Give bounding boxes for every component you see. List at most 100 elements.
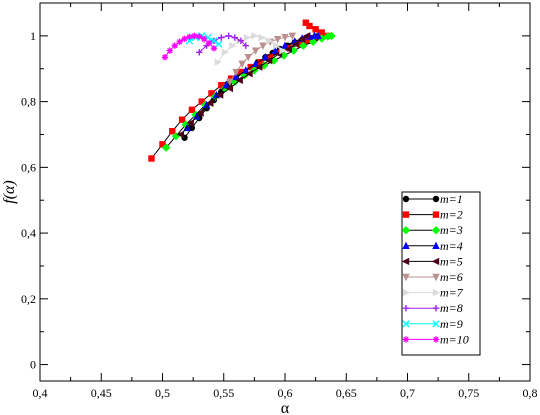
legend-marker bbox=[432, 195, 440, 203]
legend-marker bbox=[402, 211, 410, 218]
legend-marker bbox=[431, 257, 440, 266]
legend-label: m=2 bbox=[440, 208, 463, 222]
legend-marker bbox=[432, 336, 440, 343]
data-point bbox=[306, 22, 313, 30]
data-point bbox=[227, 75, 235, 82]
data-point bbox=[161, 54, 169, 61]
data-point bbox=[196, 109, 204, 117]
data-point bbox=[178, 116, 186, 123]
data-point bbox=[237, 37, 245, 44]
data-point bbox=[226, 78, 234, 87]
x-tick-label: 0,45 bbox=[91, 386, 112, 400]
legend-entry: m=4 bbox=[402, 239, 463, 253]
data-point bbox=[273, 42, 281, 50]
legend-marker bbox=[401, 226, 411, 235]
legend-label: m=4 bbox=[440, 239, 463, 253]
y-tick-label: 0,8 bbox=[21, 95, 36, 109]
data-point bbox=[243, 33, 252, 42]
data-point bbox=[303, 37, 311, 44]
legend-entry: m=1 bbox=[402, 192, 463, 206]
data-point bbox=[206, 99, 214, 107]
series-line bbox=[186, 35, 319, 129]
data-point bbox=[299, 41, 308, 50]
data-point bbox=[261, 53, 270, 61]
data-point bbox=[188, 106, 196, 114]
y-tick-label: 0,6 bbox=[21, 160, 36, 174]
data-point bbox=[291, 40, 300, 48]
data-point bbox=[214, 58, 222, 66]
x-tick-label: 0,5 bbox=[155, 386, 170, 400]
data-point bbox=[215, 91, 224, 99]
data-point bbox=[327, 31, 336, 41]
data-point bbox=[171, 42, 178, 49]
legend-entry: m=5 bbox=[401, 254, 463, 268]
data-point bbox=[251, 32, 259, 40]
data-point bbox=[176, 38, 183, 45]
legend-marker bbox=[402, 288, 411, 297]
data-point bbox=[166, 47, 174, 54]
legend-entry: m=2 bbox=[402, 208, 463, 222]
data-point bbox=[281, 41, 289, 49]
legend-label: m=10 bbox=[440, 332, 469, 346]
data-point bbox=[288, 32, 297, 41]
data-point bbox=[279, 46, 287, 55]
series-line bbox=[229, 35, 293, 83]
data-point bbox=[193, 112, 201, 120]
data-point bbox=[208, 90, 215, 97]
axis-ticks: 0,4 0,45 0,5 0,55 0,6 0,65 0,7 0,75 0,8 0 0,2 0,4 0,… bbox=[21, 2, 538, 400]
data-point bbox=[255, 63, 263, 71]
data-point bbox=[238, 60, 246, 69]
x-tick-label: 0,65 bbox=[336, 386, 357, 400]
data-point bbox=[232, 72, 240, 81]
legend-label: m=3 bbox=[440, 223, 463, 237]
data-point bbox=[232, 68, 240, 77]
data-point bbox=[221, 48, 230, 57]
x-tick-label: 0,75 bbox=[458, 386, 479, 400]
legend-marker bbox=[432, 320, 440, 328]
data-point bbox=[284, 45, 292, 53]
data-point bbox=[237, 68, 245, 76]
legend-entry: m=10 bbox=[402, 332, 469, 346]
data-point bbox=[198, 98, 205, 105]
data-point bbox=[176, 130, 185, 139]
x-tick-label: 0,4 bbox=[33, 386, 48, 400]
data-point bbox=[222, 80, 230, 89]
legend-label: m=9 bbox=[440, 317, 463, 331]
legend: m=1 m=2m=3 m=4m=5 m=6 m=7m=8 m=9m=10 bbox=[401, 191, 481, 356]
legend-marker bbox=[432, 211, 440, 218]
legend-marker bbox=[401, 257, 410, 266]
data-point bbox=[205, 39, 213, 47]
series-m=7 bbox=[214, 32, 287, 66]
series-line bbox=[217, 35, 283, 63]
data-point bbox=[210, 45, 218, 52]
legend-label: m=7 bbox=[440, 286, 464, 300]
legend-marker bbox=[432, 241, 440, 249]
legend-marker bbox=[432, 288, 441, 297]
legend-marker bbox=[431, 226, 441, 235]
y-tick-label: 1 bbox=[30, 29, 36, 43]
data-point bbox=[159, 141, 166, 148]
y-tick-label: 0,4 bbox=[21, 226, 36, 240]
data-point bbox=[229, 42, 237, 50]
data-point bbox=[218, 81, 225, 89]
data-point bbox=[242, 66, 250, 74]
series-layer bbox=[148, 19, 336, 162]
y-tick-label: 0,2 bbox=[21, 292, 36, 306]
data-point bbox=[257, 58, 264, 66]
data-point bbox=[200, 35, 208, 43]
legend-marker bbox=[402, 320, 410, 328]
data-point bbox=[269, 56, 279, 65]
data-point bbox=[267, 54, 274, 61]
data-point bbox=[186, 33, 193, 41]
data-point bbox=[225, 84, 234, 93]
data-point bbox=[181, 35, 188, 43]
data-point bbox=[218, 34, 225, 41]
legend-marker bbox=[402, 336, 410, 343]
data-point bbox=[202, 100, 211, 109]
data-point bbox=[264, 56, 273, 65]
data-point bbox=[271, 46, 279, 54]
legend-label: m=1 bbox=[440, 192, 463, 206]
x-tick-label: 0,8 bbox=[523, 386, 538, 400]
data-point bbox=[231, 34, 238, 41]
data-point bbox=[196, 33, 203, 40]
